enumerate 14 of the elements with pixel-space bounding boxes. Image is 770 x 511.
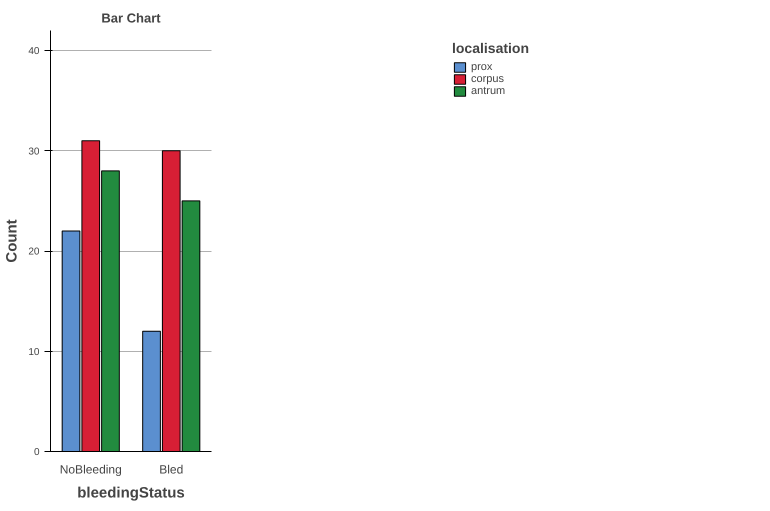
x-tick-label: NoBleeding xyxy=(60,462,122,476)
legend-title: localisation xyxy=(452,40,530,56)
legend-label: antrum xyxy=(470,85,506,97)
legend-label: corpus xyxy=(470,73,504,85)
x-axis-title: bleedingStatus xyxy=(77,484,185,502)
x-tick-label: Bled xyxy=(159,462,184,476)
legend-label: prox xyxy=(470,61,492,73)
y-axis-title: Count xyxy=(3,219,20,263)
y-tick-label: 0 xyxy=(34,447,40,458)
chart-title: Bar Chart xyxy=(101,10,162,26)
y-tick-label: 40 xyxy=(28,46,40,58)
y-tick-label: 20 xyxy=(28,246,40,258)
y-tick-label: 10 xyxy=(28,346,40,358)
y-tick-label: 30 xyxy=(28,146,40,158)
